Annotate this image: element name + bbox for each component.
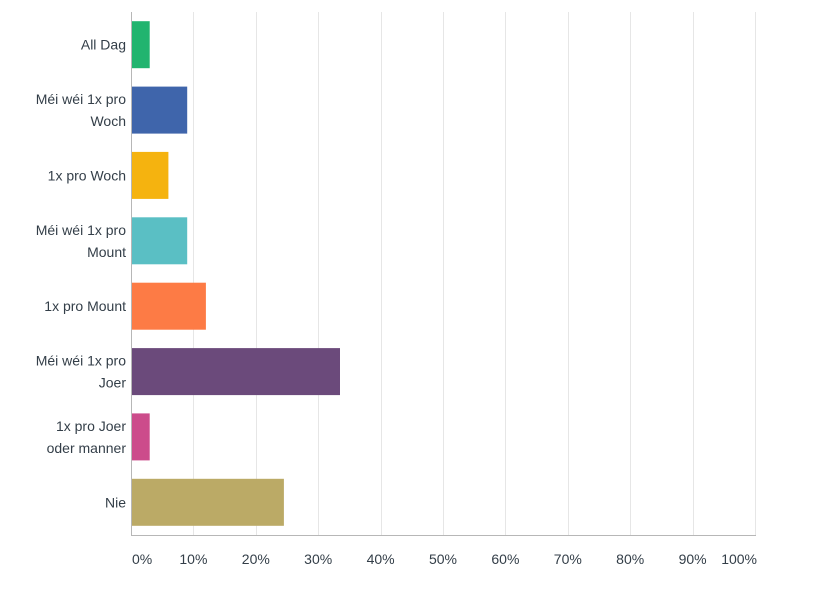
x-tick-label-50: 50% (429, 551, 457, 567)
bars (131, 21, 340, 526)
bar-6 (131, 348, 340, 396)
bar-8 (131, 478, 284, 526)
category-label-1: All Dag (81, 37, 126, 53)
category-label-3: 1x pro Woch (48, 167, 126, 183)
x-tick-label-100: 100% (721, 551, 757, 567)
x-tick-label-70: 70% (554, 551, 582, 567)
bar-4 (131, 217, 188, 265)
x-tick-label-30: 30% (304, 551, 332, 567)
category-label-8: Nie (105, 494, 126, 510)
category-label-7: 1x pro Joer oder manner (47, 418, 127, 456)
category-label-2: Méi wéi 1x pro Woch (36, 91, 126, 129)
x-tick-label-80: 80% (616, 551, 644, 567)
x-tick-label-10: 10% (179, 551, 207, 567)
x-tick-label-0: 0% (132, 551, 152, 567)
category-label-6: Méi wéi 1x pro Joer (36, 353, 127, 391)
category-labels: All Dag Méi wéi 1x pro Woch 1x pro Woch Méi … (36, 37, 127, 511)
x-tick-labels: 0% 10% 20% 30% 40% 50% 60% 70% 80% 90% 100% (132, 551, 757, 567)
category-label-4: Méi wéi 1x pro Mount (36, 222, 126, 260)
bar-2 (131, 86, 188, 134)
bar-5 (131, 282, 206, 330)
x-tick-label-60: 60% (491, 551, 519, 567)
gridlines (193, 12, 756, 535)
bar-1 (131, 21, 150, 69)
category-label-5: 1x pro Mount (44, 298, 126, 314)
x-tick-label-20: 20% (242, 551, 270, 567)
bar-3 (131, 151, 169, 199)
bar-7 (131, 413, 150, 461)
x-tick-label-40: 40% (367, 551, 395, 567)
x-tick-label-90: 90% (679, 551, 707, 567)
